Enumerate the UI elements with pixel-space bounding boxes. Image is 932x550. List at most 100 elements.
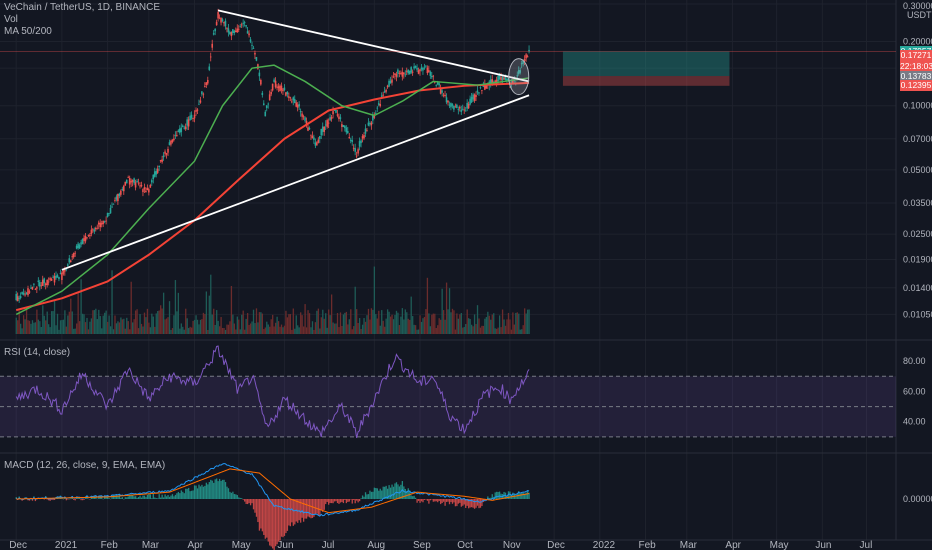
candle-body: [336, 114, 339, 116]
candle-body: [290, 101, 293, 103]
volume-bar: [373, 266, 376, 334]
macd-histogram-bar: [391, 484, 393, 499]
candle-body: [516, 75, 519, 77]
macd-histogram-bar: [246, 499, 249, 505]
macd-histogram-bar: [189, 491, 191, 499]
candle-body: [224, 20, 227, 27]
volume-bar: [109, 326, 112, 334]
candle-body: [236, 28, 239, 33]
macd-histogram-bar: [454, 499, 457, 507]
volume-bar: [326, 327, 328, 334]
candle-body: [186, 119, 188, 126]
macd-histogram-bar: [323, 499, 325, 510]
candle-body: [115, 196, 118, 200]
candle-body: [364, 128, 367, 134]
candle-body: [158, 165, 160, 168]
candle-body: [444, 94, 446, 97]
candle-body: [165, 153, 168, 155]
macd-histogram-bar: [142, 495, 144, 499]
macd-histogram-bar: [263, 499, 265, 535]
volume-bar: [123, 318, 125, 334]
volume-bar: [98, 309, 100, 334]
volume-bar: [183, 329, 185, 334]
candle-body: [198, 103, 200, 105]
volume-bar: [292, 308, 294, 334]
target-loss-zone: [562, 76, 730, 86]
macd-histogram-bar: [370, 491, 373, 499]
candle-body: [344, 125, 346, 129]
candle-body: [317, 139, 320, 143]
volume-bar: [472, 326, 474, 334]
macd-histogram-bar: [341, 499, 343, 503]
macd-histogram-bar: [185, 488, 187, 499]
macd-histogram-bar: [453, 499, 455, 503]
volume-bar: [269, 326, 271, 334]
volume-bar: [407, 318, 409, 334]
macd-histogram-bar: [310, 499, 312, 519]
candle-body: [232, 29, 234, 34]
macd-histogram-bar: [354, 499, 356, 504]
volume-bar: [348, 319, 350, 334]
candle-body: [276, 86, 278, 88]
volume-bar: [525, 313, 527, 334]
volume-bar: [410, 296, 412, 334]
macd-histogram-bar: [470, 499, 473, 508]
candle-body: [407, 69, 410, 74]
volume-bar: [422, 318, 424, 334]
volume-bar: [475, 324, 477, 334]
volume-bar: [46, 311, 48, 334]
volume-bar: [366, 315, 368, 334]
candle-body: [93, 229, 96, 232]
candle-body: [130, 181, 132, 183]
candle-body: [383, 91, 386, 93]
macd-histogram-bar: [168, 496, 171, 499]
candle-body: [506, 78, 508, 81]
volume-bar: [101, 328, 103, 334]
candle-body: [19, 296, 22, 299]
candle-body: [324, 124, 327, 126]
volume-bar: [270, 319, 272, 334]
candle-body: [206, 80, 209, 84]
volume-bar: [245, 318, 247, 334]
macd-histogram-bar: [325, 499, 327, 505]
candle-body: [137, 182, 140, 184]
breakout-circle: [508, 58, 530, 96]
candle-body: [270, 92, 272, 95]
macd-histogram-bar: [267, 499, 269, 542]
volume-bar: [441, 288, 443, 334]
trendline-upper: [217, 9, 530, 83]
candle-body: [439, 88, 442, 94]
macd-histogram-bar: [280, 499, 283, 537]
macd-histogram-bar: [345, 499, 348, 504]
candle-body: [485, 84, 488, 89]
volume-bar: [117, 321, 119, 334]
candle-body: [255, 56, 258, 61]
candle-body: [469, 98, 471, 105]
macd-histogram-bar: [48, 499, 50, 501]
candle-body: [470, 97, 473, 103]
candle-body: [316, 142, 318, 146]
volume-bar: [207, 329, 209, 334]
macd-histogram-bar: [264, 499, 266, 539]
candle-body: [479, 87, 482, 89]
macd-histogram-bar: [372, 491, 374, 499]
volume-bar: [384, 326, 386, 334]
volume-bar: [521, 329, 523, 334]
candle-body: [382, 94, 384, 96]
macd-histogram-bar: [279, 499, 281, 541]
time-tick-label: Jun: [277, 540, 293, 550]
volume-bar: [506, 319, 508, 334]
volume-bar: [42, 305, 44, 334]
time-tick-label: Jun: [815, 540, 831, 550]
volume-bar: [65, 326, 68, 334]
volume-bar: [432, 313, 434, 334]
volume-bar: [490, 319, 492, 334]
volume-bar: [400, 316, 402, 334]
macd-histogram-bar: [304, 499, 306, 519]
macd-histogram-bar: [273, 499, 275, 550]
macd-histogram-bar: [124, 497, 126, 499]
candle-body: [122, 185, 125, 192]
candle-body: [463, 109, 466, 111]
candle-body: [467, 103, 470, 109]
